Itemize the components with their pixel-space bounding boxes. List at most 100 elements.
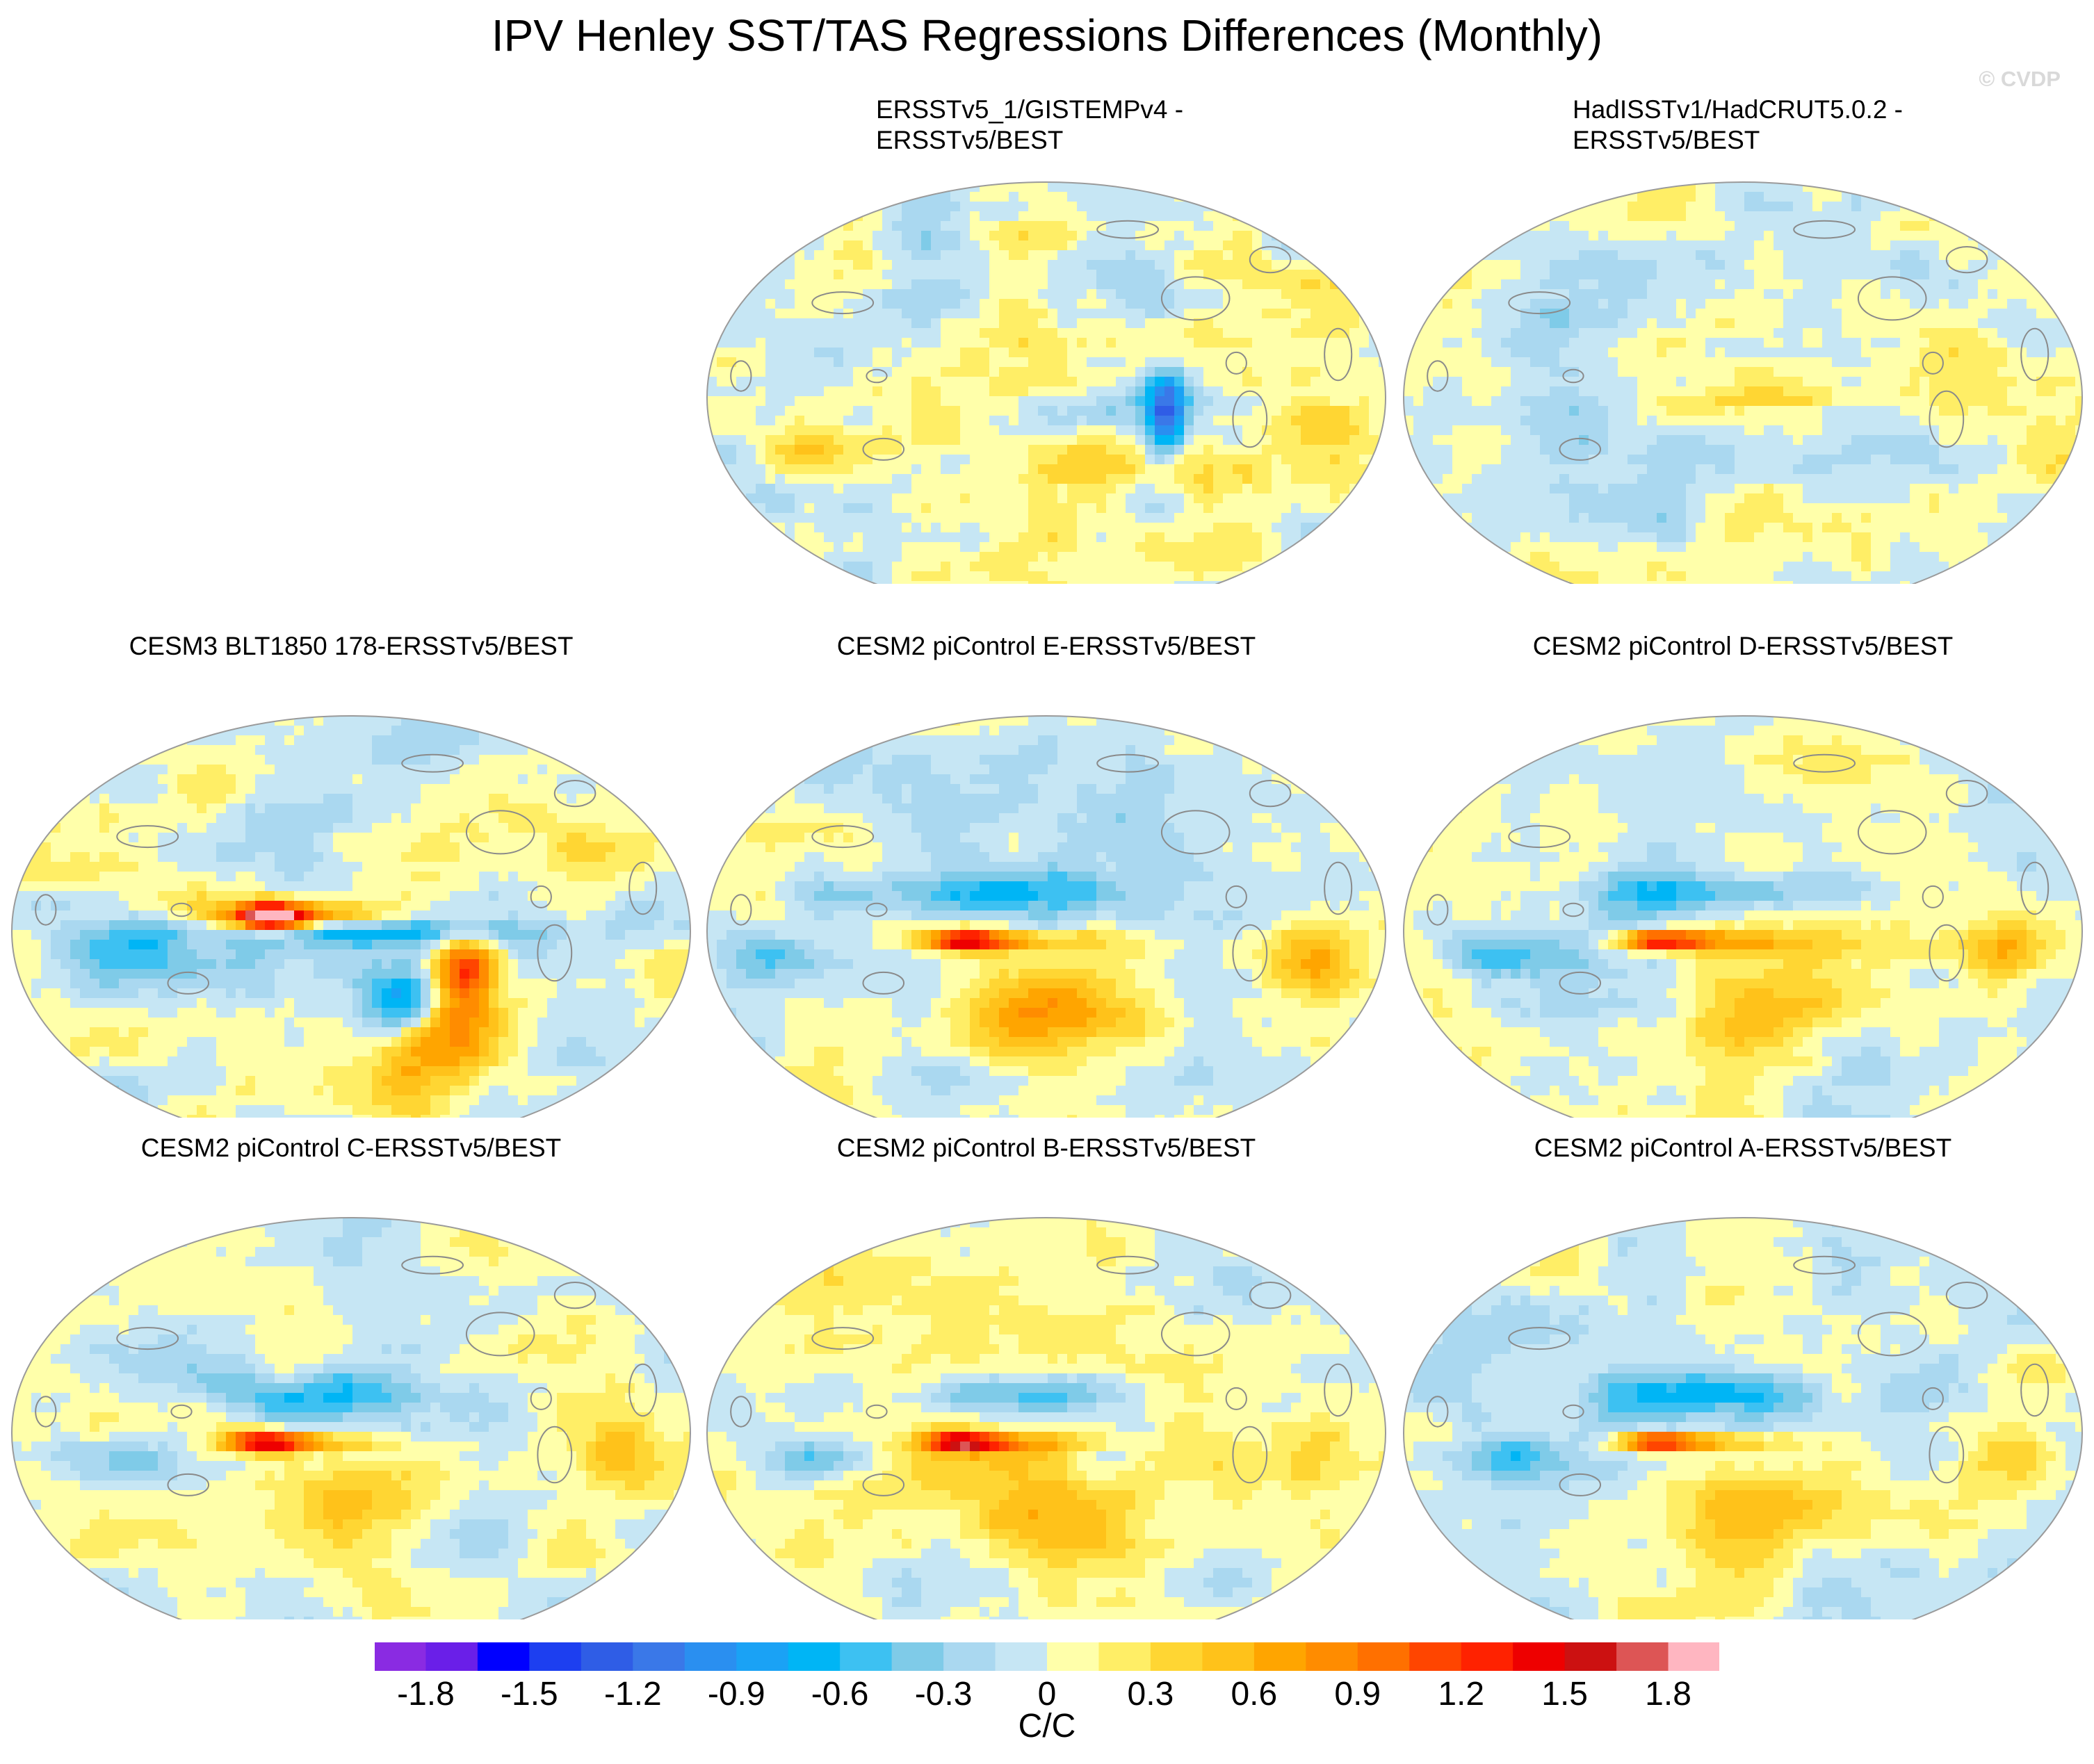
map-cell bbox=[1725, 299, 1735, 309]
map-cell bbox=[785, 386, 795, 397]
map-cell bbox=[1735, 406, 1745, 416]
map-cell bbox=[1291, 406, 1301, 416]
map-cell bbox=[1920, 192, 1930, 202]
map-cell bbox=[1087, 532, 1097, 543]
map-cell bbox=[1929, 357, 1940, 368]
map-cell bbox=[1978, 221, 1988, 231]
map-cell bbox=[1009, 484, 1019, 494]
map-cell bbox=[1252, 493, 1263, 504]
map-cell bbox=[785, 542, 795, 553]
map-cell bbox=[1330, 348, 1340, 358]
map-cell bbox=[1637, 318, 1648, 329]
map-cell bbox=[1262, 581, 1272, 584]
map-cell bbox=[1812, 221, 1823, 231]
map-cell bbox=[1320, 250, 1331, 261]
map-cell bbox=[1194, 240, 1204, 251]
map-cell bbox=[1087, 348, 1097, 358]
map-cell bbox=[970, 279, 980, 290]
map-cell bbox=[1320, 309, 1331, 319]
map-cell bbox=[1291, 425, 1301, 436]
map-cell bbox=[1696, 289, 1706, 300]
map-cell bbox=[1491, 202, 1502, 212]
map-cell bbox=[1433, 231, 1443, 241]
map-cell bbox=[1666, 202, 1677, 212]
map-cell bbox=[1203, 182, 1214, 193]
map-cell bbox=[1009, 289, 1019, 300]
map-cell bbox=[1038, 416, 1048, 426]
map-cell bbox=[1452, 202, 1463, 212]
map-cell bbox=[765, 250, 776, 261]
map-cell bbox=[2007, 250, 2018, 261]
map-cell bbox=[1320, 202, 1331, 212]
map-cell bbox=[1754, 318, 1764, 329]
map-cell bbox=[1028, 503, 1039, 514]
map-cell bbox=[1194, 571, 1204, 582]
map-cell bbox=[1184, 211, 1194, 222]
map-cell bbox=[1223, 386, 1233, 397]
map-cell bbox=[1281, 445, 1292, 455]
map-cell bbox=[1048, 513, 1058, 523]
map-cell bbox=[1359, 240, 1370, 251]
map-cell bbox=[1057, 182, 1068, 193]
map-cell bbox=[950, 338, 961, 348]
map-cell bbox=[999, 474, 1009, 484]
map-cell bbox=[1135, 260, 1146, 270]
map-cell bbox=[1155, 425, 1165, 436]
map-cell bbox=[999, 328, 1009, 338]
map-cell bbox=[775, 493, 786, 504]
map-cell bbox=[1310, 367, 1321, 377]
map-cell bbox=[1038, 435, 1048, 446]
map-cell bbox=[1242, 416, 1253, 426]
map-cell bbox=[756, 202, 766, 212]
map-cell bbox=[863, 503, 873, 514]
map-cell bbox=[1330, 202, 1340, 212]
map-cell bbox=[911, 416, 922, 426]
map-cell bbox=[1851, 338, 1862, 348]
map-cell bbox=[1482, 396, 1492, 407]
map-cell bbox=[1569, 270, 1580, 280]
map-cell bbox=[746, 309, 756, 319]
map-cell bbox=[1242, 455, 1253, 465]
map-cell bbox=[1369, 571, 1379, 582]
map-cell bbox=[1676, 202, 1687, 212]
map-cell bbox=[1340, 396, 1350, 407]
map-cell bbox=[1501, 260, 1511, 270]
map-cell bbox=[921, 406, 932, 416]
map-cell bbox=[1272, 328, 1282, 338]
map-cell bbox=[756, 211, 766, 222]
map-cell bbox=[1696, 279, 1706, 290]
map-cell bbox=[1028, 562, 1039, 572]
map-cell bbox=[824, 182, 834, 193]
map-cell bbox=[1472, 240, 1482, 251]
map-cell bbox=[824, 523, 834, 533]
map-cell bbox=[1184, 571, 1194, 582]
map-cell bbox=[1628, 338, 1638, 348]
map-cell bbox=[1349, 318, 1360, 329]
map-cell bbox=[2065, 182, 2076, 193]
map-panel-1 bbox=[706, 181, 1386, 584]
map-cell bbox=[736, 231, 747, 241]
map-cell bbox=[970, 484, 980, 494]
map-cell bbox=[1291, 377, 1301, 387]
map-cell bbox=[1096, 279, 1107, 290]
map-cell bbox=[1135, 455, 1146, 465]
map-cell bbox=[804, 289, 815, 300]
map-cell bbox=[1379, 513, 1386, 523]
map-cell bbox=[1359, 484, 1370, 494]
map-cell bbox=[1330, 493, 1340, 504]
map-cell bbox=[1096, 484, 1107, 494]
map-cell bbox=[1520, 211, 1531, 222]
map-cell bbox=[1359, 270, 1370, 280]
map-cell bbox=[1832, 367, 1842, 377]
map-cell bbox=[1242, 231, 1253, 241]
map-cell bbox=[1310, 192, 1321, 202]
map-cell bbox=[1087, 513, 1097, 523]
map-cell bbox=[1028, 552, 1039, 562]
map-cell bbox=[1018, 260, 1029, 270]
map-cell bbox=[921, 493, 932, 504]
map-cell bbox=[1491, 328, 1502, 338]
map-cell bbox=[795, 396, 805, 407]
map-cell bbox=[1369, 240, 1379, 251]
map-cell bbox=[1213, 435, 1224, 446]
map-cell bbox=[1929, 250, 1940, 261]
